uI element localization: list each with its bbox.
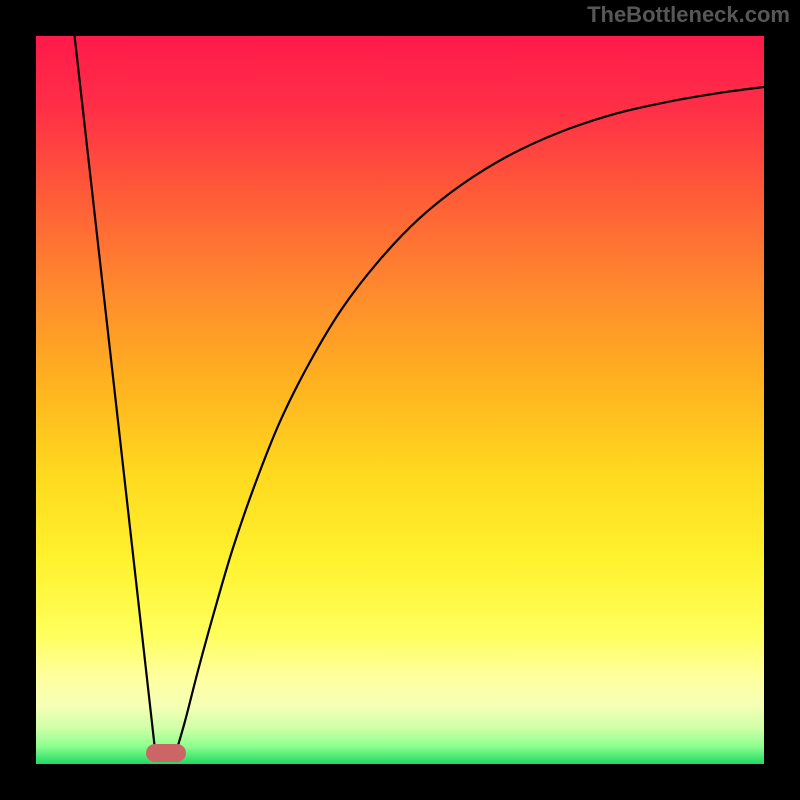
bottleneck-curve: [36, 36, 764, 764]
chart-container: TheBottleneck.com: [0, 0, 800, 800]
curve-left-branch: [75, 36, 156, 753]
watermark-label: TheBottleneck.com: [587, 2, 790, 28]
optimal-marker: [146, 744, 186, 762]
curve-right-branch: [176, 87, 764, 753]
